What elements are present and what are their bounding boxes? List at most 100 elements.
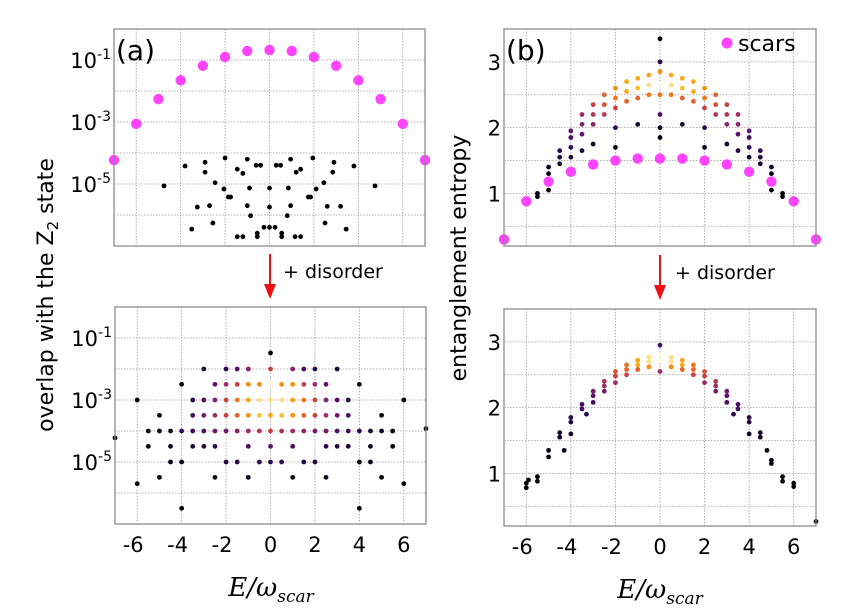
data-point — [624, 98, 629, 104]
scar-point — [699, 155, 710, 166]
data-point — [523, 485, 529, 491]
data-point — [290, 412, 296, 418]
data-point — [691, 98, 696, 104]
data-point — [657, 135, 663, 140]
data-point — [351, 163, 357, 169]
data-point — [579, 112, 585, 117]
data-point — [791, 484, 797, 489]
scar-point — [197, 60, 209, 71]
data-point — [234, 397, 240, 403]
legend: scars — [721, 32, 796, 57]
data-point — [234, 234, 240, 240]
panel-b_top: 1 2 3 — [488, 28, 822, 247]
data-point — [679, 85, 685, 91]
data-point — [401, 481, 407, 487]
axes-frame — [114, 306, 427, 525]
y-tick-exponent: -1 — [97, 47, 111, 63]
data-point — [256, 428, 262, 434]
data-point — [279, 459, 285, 465]
axes-frame — [113, 28, 426, 247]
a-xlabel: E/ωscar — [227, 573, 314, 607]
data-point — [657, 125, 663, 131]
x-tick-label: 4 — [742, 535, 755, 559]
scar-point — [654, 153, 666, 164]
data-point — [757, 161, 763, 167]
data-point — [646, 364, 652, 370]
data-point — [713, 112, 719, 117]
data-point — [379, 428, 384, 434]
data-point — [201, 428, 207, 434]
data-point — [290, 366, 296, 372]
y-tick-label: 3 — [488, 331, 501, 355]
data-point — [646, 354, 652, 360]
data-point — [764, 447, 770, 453]
data-point — [568, 128, 574, 134]
data-point — [290, 397, 296, 403]
y-tick-base: 2 — [488, 397, 501, 421]
data-point — [657, 69, 663, 75]
data-point — [312, 397, 318, 403]
data-point — [368, 459, 373, 465]
data-point — [568, 135, 574, 140]
data-point — [258, 162, 264, 168]
data-point — [557, 154, 563, 160]
data-point — [261, 224, 267, 230]
data-point — [746, 154, 752, 160]
data-point — [713, 383, 719, 389]
data-point — [668, 92, 674, 98]
data-point — [546, 171, 551, 177]
data-point — [323, 443, 329, 449]
panel-b_bottom: 1 2 3 -6 -4 -2 0 2 4 6 — [488, 308, 819, 559]
data-point — [780, 478, 785, 484]
data-point — [202, 169, 208, 175]
scar-point — [397, 118, 408, 130]
data-point — [702, 373, 707, 379]
data-point — [590, 388, 596, 394]
data-point — [702, 380, 707, 386]
data-point — [267, 185, 272, 191]
data-point — [279, 412, 285, 418]
data-point — [769, 457, 774, 463]
data-point — [279, 381, 285, 387]
data-point — [657, 82, 663, 88]
data-point — [724, 399, 730, 405]
data-point — [646, 72, 652, 78]
data-point — [568, 154, 574, 160]
data-point — [345, 443, 351, 449]
data-point — [679, 75, 685, 81]
data-point — [256, 381, 262, 387]
data-point — [308, 194, 313, 200]
data-point — [713, 102, 719, 108]
y-tick-exponent: -3 — [97, 109, 111, 125]
y-tick-base: 3 — [488, 51, 501, 75]
disorder-arrow-b: + disorder — [654, 255, 775, 300]
data-point — [546, 164, 551, 170]
data-point — [245, 381, 251, 387]
data-point — [624, 372, 629, 378]
data-point — [601, 383, 607, 389]
data-point — [746, 135, 752, 140]
data-point — [244, 156, 250, 162]
y-tick-label: 10-1 — [71, 325, 112, 351]
data-point — [221, 186, 227, 192]
scar-point — [721, 159, 733, 170]
data-point — [546, 187, 551, 193]
data-point — [179, 381, 185, 387]
data-point — [268, 366, 273, 372]
data-point — [668, 82, 674, 88]
data-point — [535, 478, 540, 484]
data-point — [301, 381, 307, 387]
data-point — [310, 155, 316, 161]
data-point — [234, 381, 240, 387]
data-point — [179, 505, 185, 511]
data-point — [780, 190, 785, 196]
data-point — [268, 443, 273, 449]
data-point — [313, 186, 319, 192]
data-point — [657, 112, 663, 117]
data-point — [356, 381, 362, 387]
scar-point — [308, 51, 320, 63]
data-point — [561, 447, 567, 453]
a-ylabel-suffix: state — [34, 158, 59, 221]
data-point — [579, 406, 585, 412]
data-point — [368, 443, 373, 449]
